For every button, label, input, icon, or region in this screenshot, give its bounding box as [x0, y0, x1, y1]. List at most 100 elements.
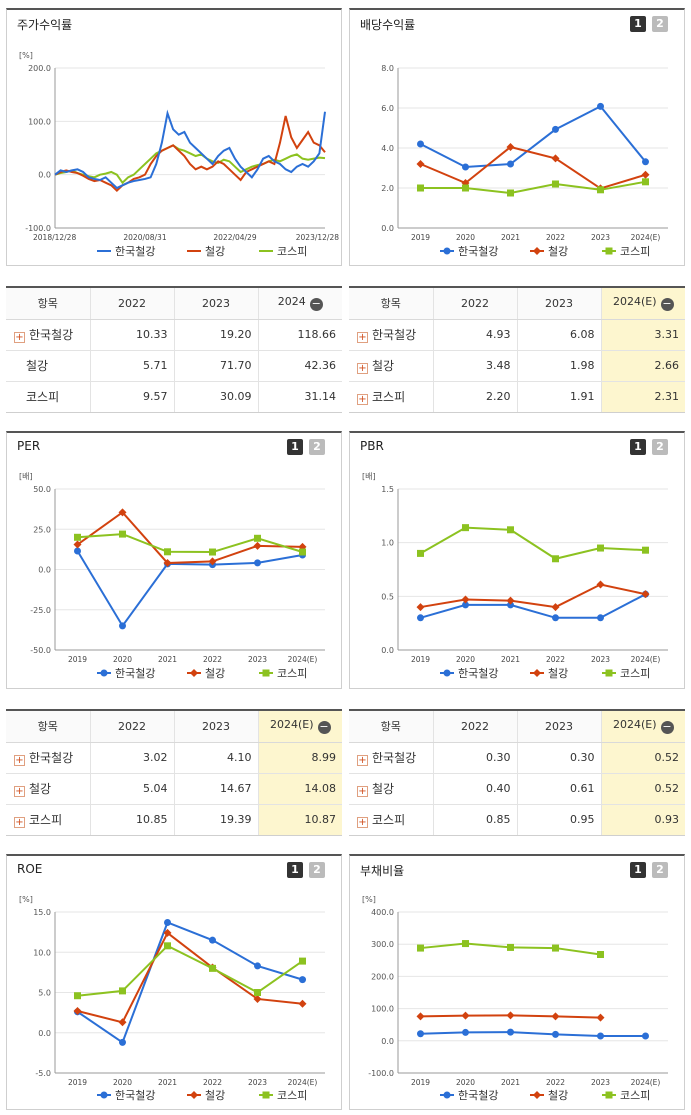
cell: 0.52 [600, 742, 685, 774]
stock-return-table: 항목 2022 2023 2024− + 한국철강 10.33 19.20 118… [6, 286, 342, 413]
table-row: 코스피 9.57 30.09 31.14 [6, 381, 342, 412]
data-point [119, 622, 126, 630]
data-point [462, 601, 469, 609]
minus-icon[interactable]: − [660, 720, 674, 735]
data-point [73, 1007, 82, 1016]
data-point [462, 940, 469, 948]
data-point [417, 549, 424, 557]
x-tick-label: 2020 [456, 655, 475, 664]
unit-label: [%] [362, 895, 376, 904]
data-point [417, 1030, 424, 1038]
plus-icon[interactable]: + [357, 394, 368, 406]
view-1-button[interactable]: 1 [630, 439, 646, 455]
plus-icon[interactable]: + [357, 332, 368, 343]
legend-marker [100, 1091, 108, 1099]
y-tick-label: 0.0 [381, 224, 394, 233]
col-header: 2022 [432, 288, 517, 320]
panel-title: PER [17, 439, 41, 453]
cell: 4.10 [173, 742, 258, 774]
data-point [254, 962, 261, 970]
table-row: + 철강 0.40 0.61 0.52 [349, 773, 685, 805]
table-row: 철강 5.71 71.70 42.36 [6, 350, 342, 382]
legend-marker [262, 1091, 270, 1099]
col-header: 항목 [349, 288, 433, 320]
cell: 10.85 [89, 804, 174, 835]
series-line [420, 593, 646, 619]
y-tick-label: -50.0 [30, 646, 51, 655]
plus-icon[interactable]: + [357, 755, 368, 766]
dividend-panel: 배당수익률 1 2 8.0 6.0 4.0 2.0 0.0 2019 2020 2021 202… [349, 8, 685, 266]
cell: 0.52 [600, 773, 685, 805]
legend-label: 코스피 [620, 1089, 650, 1102]
series-line [77, 931, 303, 1024]
view-2-button[interactable]: 2 [652, 862, 668, 878]
cell: 14.08 [257, 773, 342, 805]
view-2-button[interactable]: 2 [652, 439, 668, 455]
data-point [74, 547, 81, 555]
x-tick-label: 2020 [456, 1078, 475, 1087]
table-row: + 한국철강 0.30 0.30 0.52 [349, 742, 685, 774]
data-point [254, 989, 261, 996]
data-point [552, 614, 559, 622]
data-point [298, 999, 307, 1008]
minus-icon[interactable]: − [660, 297, 674, 312]
per-chart: [배]50.0 25.0 0.0 -25.0 -50.0 2019 2020 2021 2022… [19, 472, 325, 680]
view-1-button[interactable]: 1 [287, 439, 303, 455]
plus-icon[interactable]: + [14, 786, 25, 797]
cell: 3.48 [432, 350, 517, 382]
data-point [552, 125, 559, 133]
plus-icon[interactable]: + [14, 755, 25, 766]
view-1-button[interactable]: 1 [630, 16, 646, 32]
plus-icon[interactable]: + [357, 817, 368, 829]
cell: 19.20 [173, 319, 258, 351]
panel-title: ROE [17, 862, 43, 876]
y-tick-label: 200.0 [28, 64, 51, 73]
view-2-button[interactable]: 2 [309, 439, 325, 455]
data-point [597, 102, 604, 110]
x-tick-label: 2021 [158, 655, 177, 664]
data-point [597, 186, 604, 194]
x-tick-label: 2023 [591, 655, 610, 664]
row-label: 코스피 [372, 813, 406, 828]
data-point [163, 928, 172, 937]
y-tick-label: 6.0 [381, 104, 394, 113]
data-point [209, 936, 216, 944]
y-tick-label: 300.0 [371, 940, 394, 949]
legend-label: 철강 [548, 667, 568, 680]
minus-icon[interactable]: − [309, 297, 323, 312]
plus-icon[interactable]: + [14, 817, 25, 829]
data-point [507, 943, 514, 951]
legend-marker [100, 669, 108, 677]
view-2-button[interactable]: 2 [652, 16, 668, 32]
view-1-button[interactable]: 1 [630, 862, 646, 878]
plus-icon[interactable]: + [357, 363, 368, 374]
data-point [597, 1032, 604, 1040]
x-tick-label: 2022 [203, 655, 222, 664]
col-header: 2023 [516, 288, 601, 320]
table-row: + 한국철강 3.02 4.10 8.99 [6, 742, 342, 774]
plus-icon[interactable]: + [357, 786, 368, 797]
y-tick-label: -5.0 [35, 1069, 51, 1078]
view-2-button[interactable]: 2 [309, 862, 325, 878]
legend-label: 코스피 [277, 1089, 307, 1102]
data-point [507, 601, 514, 609]
y-tick-label: 2.0 [381, 184, 394, 193]
data-point [417, 184, 424, 192]
x-tick-label: 2021 [501, 233, 520, 242]
x-tick-label: 2023 [248, 1078, 267, 1087]
data-point [118, 1018, 127, 1027]
data-point [119, 530, 126, 538]
col-header: 2024(E) − [600, 288, 685, 320]
minus-icon[interactable]: − [317, 720, 331, 735]
plus-icon[interactable]: + [14, 332, 25, 343]
data-point [118, 508, 127, 517]
col-header: 2022 [89, 288, 174, 320]
data-point [253, 541, 262, 550]
y-tick-label: 200.0 [371, 972, 394, 981]
data-point [462, 1028, 469, 1036]
row-label: 코스피 [372, 390, 406, 405]
row-label: 철강 [372, 359, 395, 373]
data-point [74, 533, 81, 541]
view-1-button[interactable]: 1 [287, 862, 303, 878]
legend-label: 철강 [205, 245, 225, 258]
